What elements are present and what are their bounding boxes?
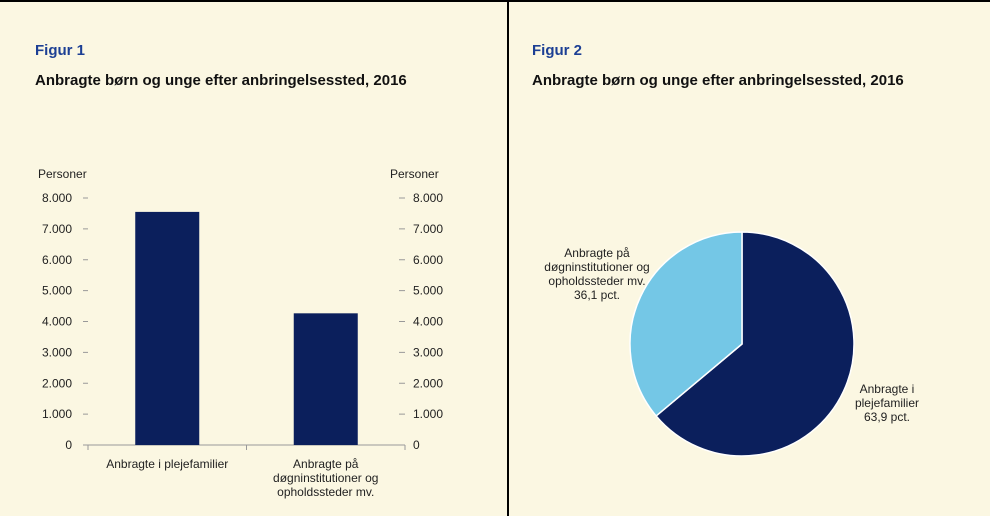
figure-label: Figur 2 bbox=[532, 42, 583, 59]
y-tick-label: 0 bbox=[65, 438, 72, 452]
y2-tick-label: 7.000 bbox=[413, 222, 443, 236]
y2-tick-label: 2.000 bbox=[413, 376, 443, 390]
chart-title: Anbragte børn og unge efter anbringelses… bbox=[35, 72, 407, 89]
y-tick-label: 3.000 bbox=[42, 345, 72, 359]
bar bbox=[135, 211, 200, 445]
y-tick-label: 7.000 bbox=[42, 222, 72, 236]
y-tick-label: 6.000 bbox=[42, 253, 72, 267]
y2-tick-label: 5.000 bbox=[413, 284, 443, 298]
y2-tick-label: 4.000 bbox=[413, 315, 443, 329]
y-tick-label: 5.000 bbox=[42, 284, 72, 298]
value-label: 36,1 pct. bbox=[573, 288, 621, 303]
x-tick-label: Anbragte på døgninstitutioner og opholds… bbox=[273, 457, 379, 499]
y-axis-label: Personer bbox=[38, 167, 87, 181]
pie-slice bbox=[655, 231, 855, 457]
x-tick-label: Anbragte i plejefamilier bbox=[106, 457, 229, 471]
bar bbox=[293, 313, 358, 445]
value-label: 63,9 pct. bbox=[863, 409, 910, 424]
y2-tick-label: 3.000 bbox=[413, 345, 443, 359]
y-tick-label: 8.000 bbox=[42, 191, 72, 205]
y-tick-label: 4.000 bbox=[42, 315, 72, 329]
y2-tick-label: 6.000 bbox=[413, 253, 443, 267]
divider bbox=[507, 2, 509, 516]
pie-slice bbox=[629, 231, 743, 417]
y-tick-label: 1.000 bbox=[42, 407, 72, 421]
slice-label: Anbragte i plejefamilier bbox=[854, 381, 919, 410]
y2-tick-label: 0 bbox=[413, 438, 420, 452]
y2-tick-label: 1.000 bbox=[413, 407, 443, 421]
chart-title: Anbragte børn og unge efter anbringelses… bbox=[532, 72, 904, 89]
y-tick-label: 2.000 bbox=[42, 376, 72, 390]
figure-label: Figur 1 bbox=[35, 42, 86, 59]
slice-label: Anbragte på døgninstitutioner og opholds… bbox=[544, 246, 650, 289]
y2-axis-label: Personer bbox=[390, 167, 439, 181]
y2-tick-label: 8.000 bbox=[413, 191, 443, 205]
